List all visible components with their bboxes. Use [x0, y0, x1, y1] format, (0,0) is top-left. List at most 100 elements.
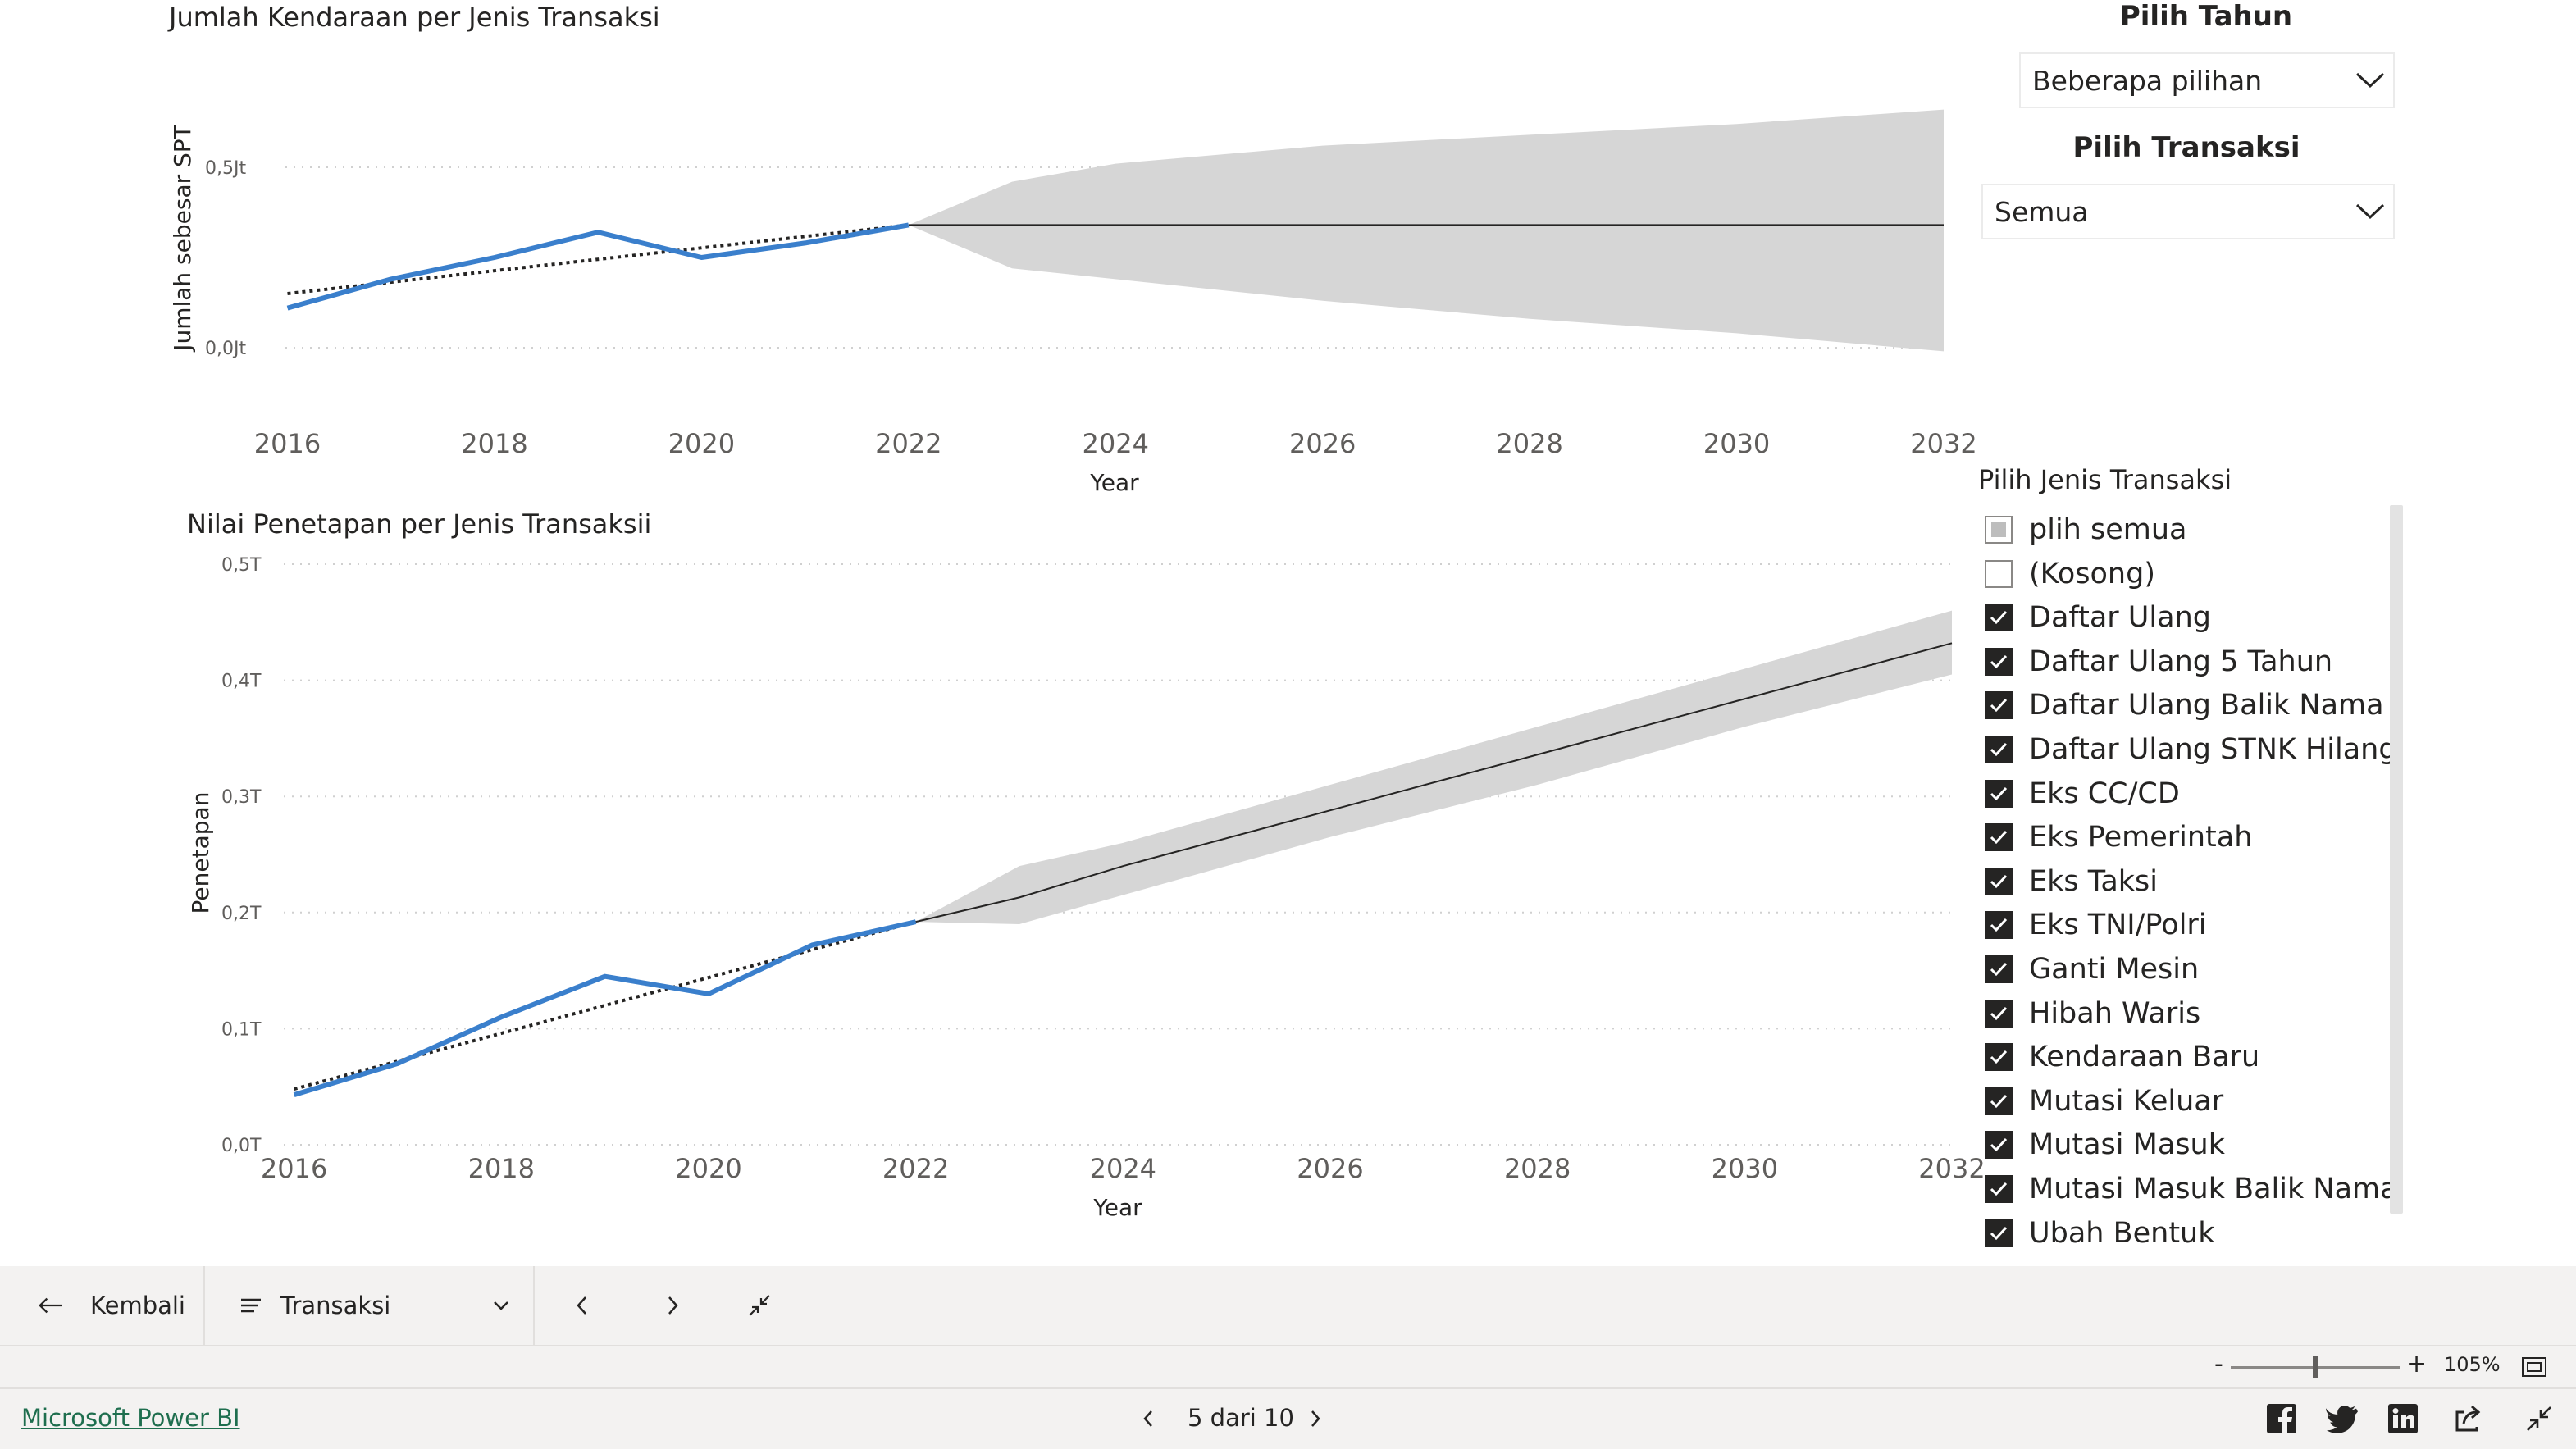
checkbox-checked[interactable] — [1985, 867, 2013, 895]
page-indicator: 5 dari 10 — [1188, 1404, 1294, 1432]
checkbox-checked[interactable] — [1985, 1175, 2013, 1203]
checkbox-checked[interactable] — [1985, 604, 2013, 632]
x-tick-label: 2030 — [1712, 1153, 1778, 1184]
arrow-left-icon — [39, 1297, 62, 1314]
next-page-button[interactable] — [1299, 1404, 1332, 1433]
slicer-jenis-item-label: Mutasi Masuk — [2029, 1128, 2225, 1162]
y-tick-label: 0,5T — [221, 555, 262, 576]
checkbox-checked[interactable] — [1985, 823, 2013, 852]
slicer-transaksi-dropdown[interactable]: Semua — [1981, 184, 2395, 239]
previous-page-button[interactable] — [1132, 1404, 1165, 1433]
x-tick-label: 2018 — [468, 1153, 535, 1184]
power-bi-link[interactable]: Microsoft Power BI — [21, 1404, 240, 1432]
slicer-jenis-item-label: Daftar Ulang 5 Tahun — [2029, 645, 2333, 678]
checkmark-icon — [1990, 1226, 2008, 1240]
slicer-jenis-item-label: Mutasi Masuk Balik Nama — [2029, 1173, 2398, 1205]
slicer-jenis-item-label: Ganti Mesin — [2029, 953, 2200, 986]
back-button[interactable]: Kembali — [38, 1266, 185, 1345]
checkmark-icon — [1990, 654, 2008, 668]
slicer-jenis-item[interactable]: Daftar Ulang Balik Nama — [1985, 686, 2384, 725]
slicer-jenis-item[interactable]: Daftar Ulang 5 Tahun — [1985, 642, 2332, 681]
page-select-dropdown[interactable]: Transaksi — [239, 1266, 510, 1345]
fit-to-page-icon[interactable] — [2521, 1356, 2547, 1378]
slicer-jenis-item[interactable]: (Kosong) — [1985, 554, 2155, 594]
checkmark-icon — [1990, 1138, 2008, 1152]
chevron-down-icon — [494, 1301, 508, 1310]
checkbox-partial[interactable] — [1985, 516, 2013, 544]
checkbox-checked[interactable] — [1985, 1043, 2013, 1072]
zoom-in-button[interactable]: + — [2406, 1350, 2428, 1378]
chevron-down-icon — [2347, 64, 2393, 97]
checkmark-icon — [1990, 918, 2008, 932]
chevron-left-icon — [577, 1296, 586, 1315]
slicer-tahun-dropdown[interactable]: Beberapa pilihan — [2019, 52, 2395, 108]
zoom-bar: - + 105% — [0, 1346, 2576, 1387]
checkbox-checked[interactable] — [1985, 647, 2013, 676]
checkbox-checked[interactable] — [1985, 955, 2013, 983]
share-icon[interactable] — [2452, 1402, 2485, 1435]
zoom-slider-thumb[interactable] — [2313, 1356, 2318, 1378]
slicer-scrollbar[interactable] — [2390, 505, 2403, 1214]
next-view-button[interactable] — [656, 1266, 689, 1345]
slicer-jenis-item[interactable]: Mutasi Masuk Balik Nama — [1985, 1169, 2398, 1209]
x-tick-label: 2026 — [1289, 428, 1356, 459]
collapse-icon[interactable] — [2523, 1402, 2555, 1435]
checkbox-checked[interactable] — [1985, 1131, 2013, 1160]
checkbox-checked[interactable] — [1985, 911, 2013, 940]
checkmark-icon — [1990, 786, 2008, 800]
slicer-jenis-item[interactable]: plih semua — [1985, 510, 2186, 549]
checkbox-checked[interactable] — [1985, 1087, 2013, 1115]
slicer-tahun-value: Beberapa pilihan — [2032, 64, 2263, 97]
slicer-jenis-item[interactable]: Ganti Mesin — [1985, 950, 2199, 989]
slicer-tahun-title: Pilih Tahun — [2119, 0, 2293, 33]
checkbox-checked[interactable] — [1985, 736, 2013, 763]
slicer-jenis-item-label: Kendaraan Baru — [2029, 1041, 2260, 1074]
slicer-jenis-item[interactable]: Hibah Waris — [1985, 994, 2200, 1033]
slicer-jenis-item[interactable]: Daftar Ulang STNK Hilang — [1985, 730, 2397, 769]
chart-top: 0,0Jt 0,5Jt 2016 2018 2020 2022 2024 2026 2028 20… — [169, 109, 1977, 496]
facebook-icon[interactable] — [2265, 1402, 2298, 1435]
x-tick-label: 2028 — [1496, 428, 1562, 459]
zoom-out-button[interactable]: - — [2214, 1350, 2223, 1378]
checkbox-checked[interactable] — [1985, 691, 2013, 720]
y-tick-label: 0,0T — [221, 1136, 262, 1156]
slicer-jenis-item[interactable]: Eks Pemerintah — [1985, 818, 2252, 857]
checkmark-icon — [1990, 1006, 2008, 1020]
slicer-jenis-item[interactable]: Daftar Ulang — [1985, 598, 2211, 637]
linkedin-icon[interactable] — [2387, 1402, 2419, 1435]
back-label: Kembali — [90, 1292, 185, 1319]
y-axis-title: Jumlah sebesar SPT — [169, 124, 196, 352]
nav-divider — [533, 1266, 535, 1345]
focus-mode-button[interactable] — [743, 1266, 776, 1345]
twitter-icon[interactable] — [2326, 1402, 2359, 1435]
checkbox-checked[interactable] — [1985, 1219, 2013, 1247]
slicer-jenis-item[interactable]: Kendaraan Baru — [1985, 1037, 2259, 1077]
slicer-jenis-item[interactable]: Mutasi Keluar — [1985, 1082, 2223, 1121]
x-tick-label: 2020 — [675, 1153, 741, 1184]
y-tick-label: 0,1T — [221, 1019, 262, 1040]
slicer-jenis-item[interactable]: Eks CC/CD — [1985, 774, 2180, 813]
previous-view-button[interactable] — [566, 1266, 599, 1345]
x-tick-label: 2028 — [1504, 1153, 1571, 1184]
checkbox-unchecked[interactable] — [1985, 559, 2013, 588]
slicer-jenis-item[interactable]: Mutasi Masuk — [1985, 1125, 2225, 1164]
trend-line — [287, 223, 910, 295]
x-tick-label: 2030 — [1703, 428, 1770, 459]
slicer-jenis-item[interactable]: Eks Taksi — [1985, 862, 2158, 901]
chevron-down-icon — [2347, 195, 2393, 228]
x-tick-label: 2024 — [1090, 1153, 1156, 1184]
checkbox-checked[interactable] — [1985, 999, 2013, 1028]
checkbox-checked[interactable] — [1985, 779, 2013, 808]
slicer-jenis-item[interactable]: Eks TNI/Polri — [1985, 905, 2207, 945]
x-tick-label: 2016 — [261, 1153, 327, 1184]
slicer-jenis-item-label: Eks TNI/Polri — [2029, 909, 2207, 942]
slicer-transaksi-value: Semua — [1995, 195, 2089, 228]
slicer-jenis-item-label: Ubah Bentuk — [2029, 1216, 2215, 1250]
chart-title-top: Jumlah Kendaraan per Jenis Transaksi — [169, 2, 660, 33]
footer-bar: Microsoft Power BI 5 dari 10 — [0, 1387, 2576, 1449]
y-axis-title: Penetapan — [187, 792, 214, 914]
slicer-jenis-item[interactable]: Ubah Bentuk — [1985, 1214, 2215, 1253]
slicer-transaksi-title: Pilih Transaksi — [2072, 131, 2300, 164]
slicer-jenis-item-label: Eks Taksi — [2029, 864, 2159, 898]
y-tick-label: 0,5Jt — [205, 158, 246, 179]
